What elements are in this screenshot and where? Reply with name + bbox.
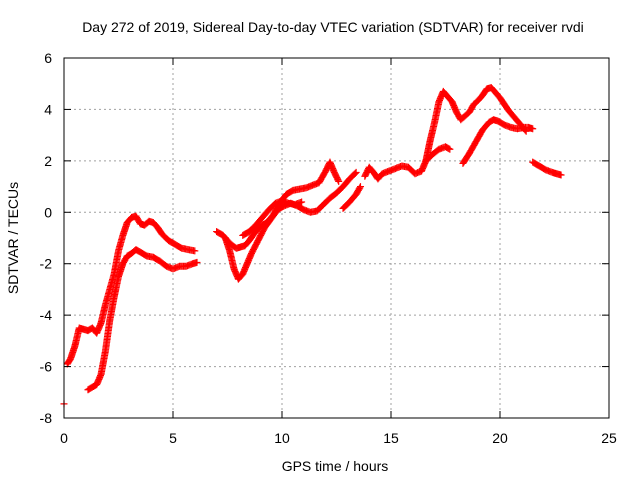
x-tick-label: 20 (492, 430, 508, 446)
data-point (334, 176, 342, 184)
x-tick-label: 0 (60, 430, 68, 446)
data-point (351, 169, 359, 177)
data-point (445, 145, 453, 153)
data-point (529, 125, 537, 133)
y-tick-label: 4 (44, 101, 52, 117)
x-tick-label: 10 (274, 430, 290, 446)
y-tick-label: -6 (40, 359, 53, 375)
data-point (356, 184, 364, 192)
y-tick-label: 2 (44, 153, 52, 169)
data-point (298, 198, 306, 206)
data-point (522, 127, 530, 135)
y-tick-labels: -8 -6 -4 -2 0 2 4 6 (40, 50, 53, 426)
data-point (446, 145, 454, 153)
data-point (356, 183, 364, 191)
data-point (557, 171, 565, 179)
y-tick-label: 6 (44, 50, 52, 66)
data-point (191, 247, 199, 255)
x-tick-label: 25 (601, 430, 617, 446)
y-tick-label: -4 (40, 307, 53, 323)
x-tick-labels: 0 5 10 15 20 25 (60, 430, 617, 446)
x-tick-label: 5 (169, 430, 177, 446)
data-point (352, 168, 360, 176)
x-tick-label: 15 (383, 430, 399, 446)
data-point (335, 177, 343, 185)
y-tick-label: -2 (40, 256, 53, 272)
y-tick-label: -8 (40, 410, 53, 426)
axis-ticks (63, 57, 610, 419)
data-point (193, 258, 201, 266)
chart-title: Day 272 of 2019, Sidereal Day-to-day VTE… (82, 19, 584, 35)
y-tick-label: 0 (44, 204, 52, 220)
y-axis-label: SDTVAR / TECUs (5, 182, 21, 294)
grid-lines (64, 58, 609, 418)
plot-frame (63, 57, 610, 419)
x-axis-label: GPS time / hours (282, 458, 389, 474)
data-points (60, 84, 565, 408)
